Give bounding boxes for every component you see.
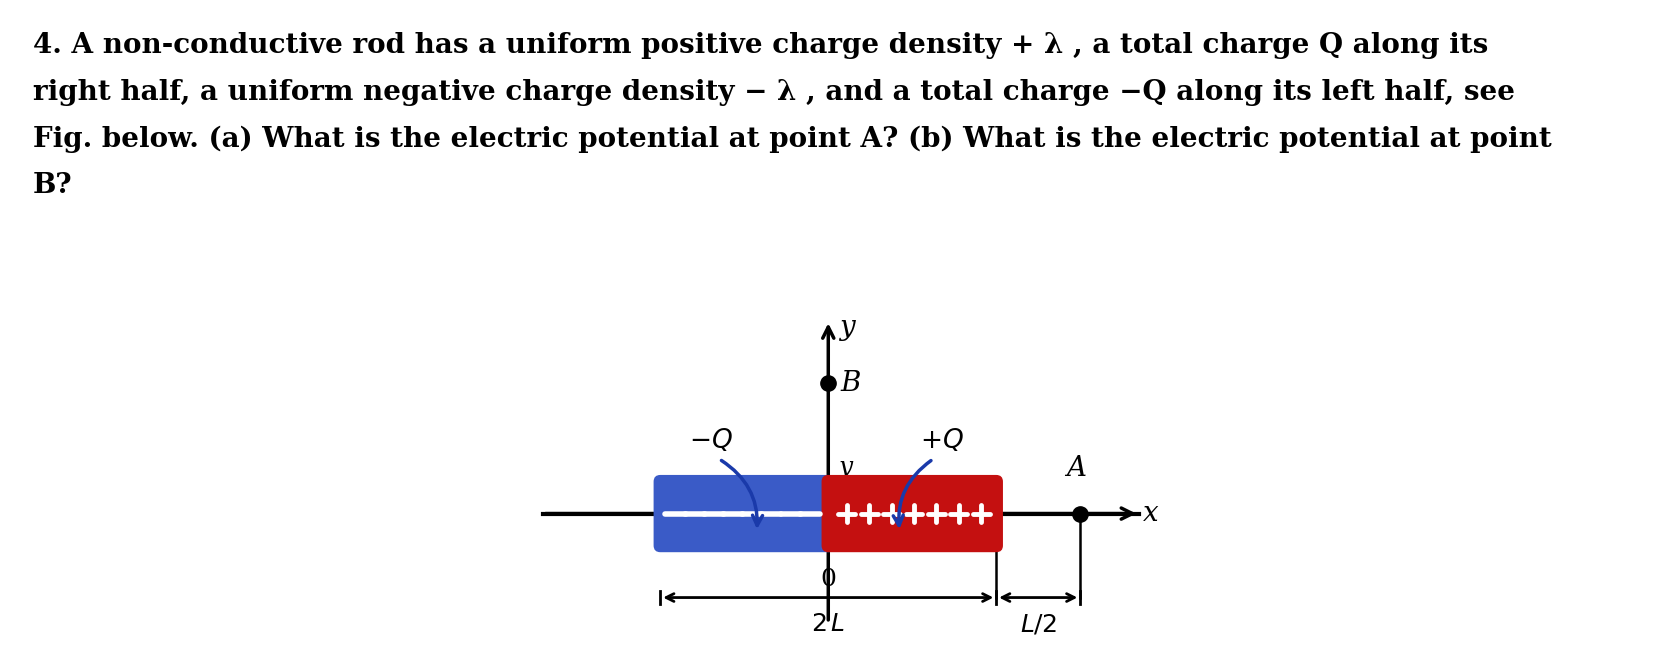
Text: $2\,L$: $2\,L$	[810, 612, 845, 636]
Text: right half, a uniform negative charge density − λ , and a total charge −Q along : right half, a uniform negative charge de…	[33, 79, 1514, 106]
FancyBboxPatch shape	[653, 475, 835, 552]
Text: $L/2$: $L/2$	[1019, 612, 1057, 637]
FancyBboxPatch shape	[822, 475, 1002, 552]
Text: $-Q$: $-Q$	[689, 426, 732, 453]
Text: 0: 0	[820, 568, 837, 591]
Text: B?: B?	[33, 172, 73, 199]
Text: 4. A non-conductive rod has a uniform positive charge density + λ , a total char: 4. A non-conductive rod has a uniform po…	[33, 32, 1488, 59]
Text: x: x	[1143, 500, 1158, 527]
Text: A: A	[1065, 455, 1085, 482]
Text: $+Q$: $+Q$	[920, 426, 964, 453]
Text: B: B	[840, 370, 862, 397]
Text: y: y	[838, 456, 853, 479]
Text: Fig. below. (a) What is the electric potential at point A? (b) What is the elect: Fig. below. (a) What is the electric pot…	[33, 125, 1553, 152]
Text: y: y	[838, 314, 855, 340]
